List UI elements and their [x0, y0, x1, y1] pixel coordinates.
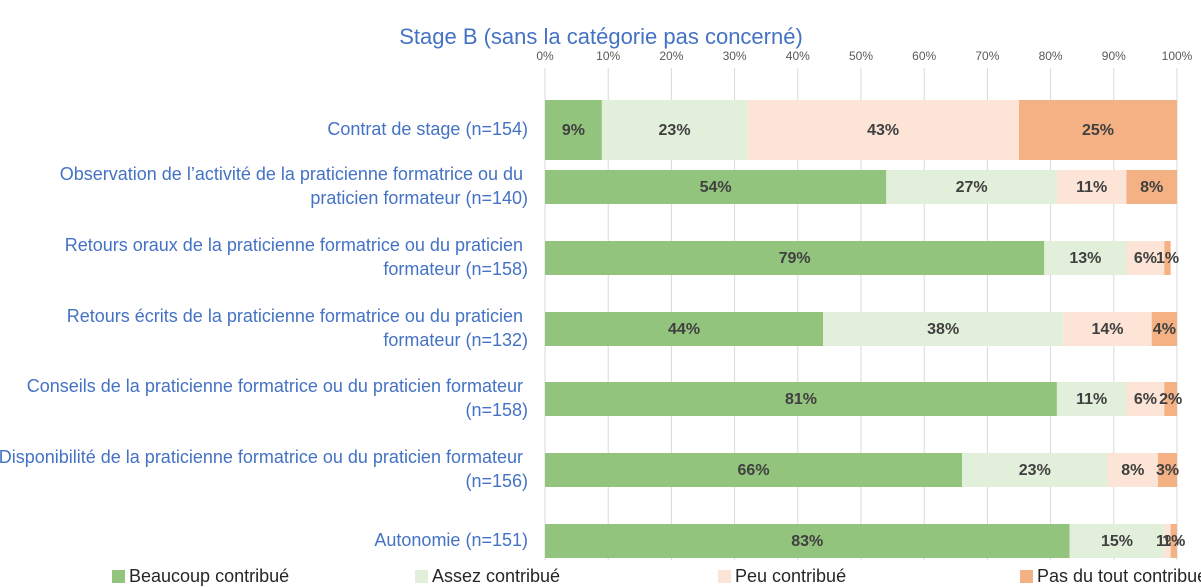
bar-segment — [886, 170, 1057, 204]
x-tick-label: 60% — [912, 49, 936, 63]
data-label: 4% — [1153, 321, 1176, 338]
bar-segment — [1170, 524, 1177, 558]
data-label: 81% — [785, 391, 817, 408]
bar-segment — [545, 382, 1057, 416]
category-label: Contrat de stage (n=154) — [327, 119, 528, 139]
bar-segment — [545, 170, 887, 204]
x-tick-label: 90% — [1102, 49, 1126, 63]
bar-segment — [545, 312, 824, 346]
bar-segment — [1056, 170, 1127, 204]
data-label: 23% — [1019, 462, 1051, 479]
data-label: 66% — [738, 462, 770, 479]
data-label: 2% — [1159, 391, 1182, 408]
data-label: 25% — [1082, 122, 1114, 139]
data-label: 1% — [1156, 250, 1179, 267]
x-tick-label: 50% — [849, 49, 873, 63]
bar-segment — [1126, 241, 1165, 275]
category-label: Disponibilité de la praticienne formatri… — [0, 447, 528, 491]
bar-segment — [1164, 382, 1177, 416]
bar-segment — [1164, 524, 1171, 558]
bar-segment — [545, 453, 963, 487]
bar-segment — [1126, 170, 1177, 204]
category-label: Retours oraux de la praticienne formatri… — [65, 235, 528, 279]
data-label: 6% — [1134, 250, 1157, 267]
legend-label: Peu contribué — [735, 566, 846, 586]
bar-segment — [1126, 382, 1165, 416]
bar-segment — [1158, 453, 1177, 487]
data-label: 27% — [956, 179, 988, 196]
category-label: Retours écrits de la praticienne formatr… — [67, 306, 528, 350]
data-label: 8% — [1121, 462, 1144, 479]
data-label: 3% — [1156, 462, 1179, 479]
bar-segment — [1056, 382, 1127, 416]
bar-segment — [1107, 453, 1159, 487]
bar-segment — [747, 100, 1019, 160]
x-tick-label: 0% — [536, 49, 554, 63]
data-label: 13% — [1069, 250, 1101, 267]
data-label: 38% — [927, 321, 959, 338]
category-label: Autonomie (n=151) — [374, 530, 528, 550]
data-label: 15% — [1101, 533, 1133, 550]
data-label: 83% — [791, 533, 823, 550]
bar-segment — [1044, 241, 1127, 275]
legend-label: Pas du tout contribué — [1037, 566, 1201, 586]
bar-segment — [1151, 312, 1177, 346]
bar-segment — [1019, 100, 1177, 160]
bar-segment — [1164, 241, 1171, 275]
bar-segment — [545, 524, 1070, 558]
x-tick-label: 100% — [1162, 49, 1193, 63]
data-label: 44% — [668, 321, 700, 338]
legend-swatch — [415, 570, 428, 583]
data-label: 1% — [1162, 533, 1185, 550]
category-label: Observation de l’activité de la praticie… — [60, 164, 528, 208]
data-label: 6% — [1134, 391, 1157, 408]
bar-segment — [823, 312, 1064, 346]
bar-segment — [545, 241, 1045, 275]
data-label: 14% — [1091, 321, 1123, 338]
legend-swatch — [112, 570, 125, 583]
data-label: 9% — [562, 122, 585, 139]
chart-title: Stage B (sans la catégorie pas concerné) — [399, 24, 803, 49]
data-label: 8% — [1140, 179, 1163, 196]
data-label: 11% — [1076, 391, 1107, 408]
x-tick-label: 70% — [975, 49, 999, 63]
x-tick-label: 30% — [723, 49, 747, 63]
data-label: 23% — [659, 122, 691, 139]
data-label: 11% — [1076, 179, 1107, 196]
data-label: 79% — [779, 250, 811, 267]
bar-segment — [545, 100, 602, 160]
legend-swatch — [718, 570, 731, 583]
legend-label: Beaucoup contribué — [129, 566, 289, 586]
x-tick-label: 20% — [659, 49, 683, 63]
bar-segment — [962, 453, 1108, 487]
x-tick-label: 10% — [596, 49, 620, 63]
legend-swatch — [1020, 570, 1033, 583]
x-tick-label: 40% — [786, 49, 810, 63]
x-tick-label: 80% — [1039, 49, 1063, 63]
data-label: 54% — [700, 179, 732, 196]
bar-segment — [1069, 524, 1165, 558]
bar-segment — [601, 100, 748, 160]
data-label: 43% — [867, 122, 899, 139]
legend-label: Assez contribué — [432, 566, 560, 586]
bar-segment — [1063, 312, 1152, 346]
category-label: Conseils de la praticienne formatrice ou… — [27, 376, 528, 420]
